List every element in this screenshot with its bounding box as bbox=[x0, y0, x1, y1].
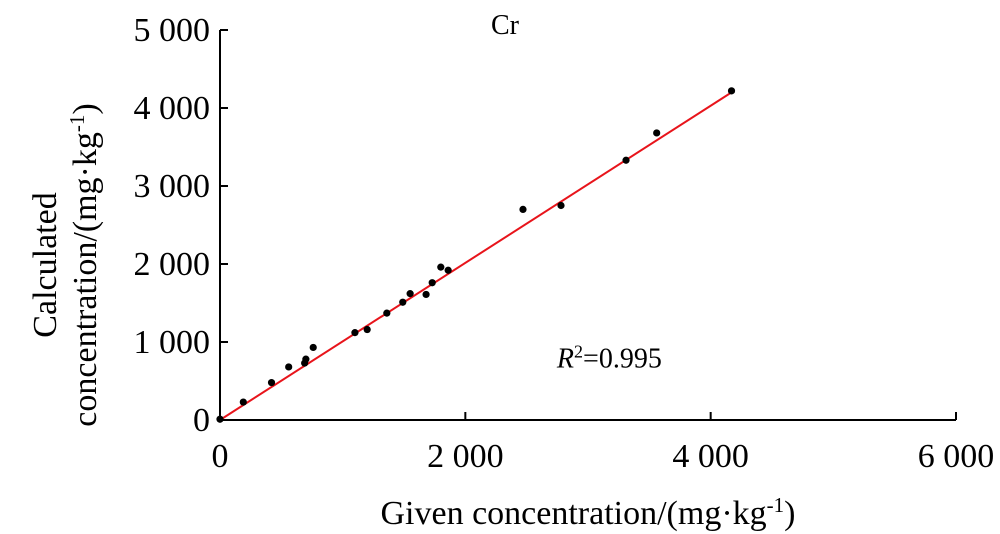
r-squared-annotation: R2=0.995 bbox=[556, 342, 662, 375]
y-tick-label: 4 000 bbox=[134, 90, 211, 127]
chart-title: Cr bbox=[491, 10, 520, 41]
data-point bbox=[727, 87, 736, 95]
data-point bbox=[622, 156, 630, 164]
y-axis-title-tail: ) bbox=[67, 103, 104, 114]
data-point bbox=[216, 415, 224, 423]
y-tick-label: 2 000 bbox=[134, 246, 211, 283]
y-axis-title-line2: concentration/(mg·kg-1) bbox=[65, 103, 104, 426]
data-point bbox=[285, 363, 293, 371]
y-axis-title-main: concentration/(mg·kg bbox=[67, 132, 104, 427]
data-point bbox=[267, 378, 276, 387]
x-tick-label: 4 000 bbox=[672, 438, 749, 475]
r-squared-exponent: 2 bbox=[574, 342, 583, 362]
data-point bbox=[437, 263, 445, 271]
data-point bbox=[653, 129, 661, 137]
y-tick-label: 3 000 bbox=[134, 168, 211, 205]
data-point bbox=[428, 279, 436, 287]
tick-labels: 0 1 000 2 000 3 000 4 000 5 000 0 2 000 4 000 6 0… bbox=[134, 12, 995, 475]
data-points bbox=[216, 87, 736, 423]
data-point bbox=[302, 355, 310, 363]
y-tick-label: 5 000 bbox=[134, 12, 211, 49]
data-point bbox=[557, 201, 565, 210]
x-axis-title-exponent: -1 bbox=[767, 493, 785, 517]
data-point bbox=[239, 398, 247, 406]
data-point bbox=[383, 309, 391, 317]
y-tick-label: 0 bbox=[193, 402, 210, 439]
data-point bbox=[399, 298, 407, 306]
data-point bbox=[406, 290, 414, 298]
data-point bbox=[422, 290, 430, 299]
y-axis-title-line1: Calculated bbox=[27, 192, 64, 337]
y-axis-title-exponent: -1 bbox=[65, 115, 89, 133]
r-squared-symbol: R bbox=[556, 344, 574, 375]
r-squared-value: =0.995 bbox=[583, 344, 662, 375]
data-point bbox=[444, 266, 452, 274]
y-axis-title: Calculated concentration/(mg·kg-1) bbox=[27, 103, 104, 426]
data-point bbox=[351, 329, 359, 337]
x-tick-label: 0 bbox=[212, 438, 229, 475]
data-point bbox=[309, 343, 317, 352]
axes bbox=[219, 29, 957, 421]
data-point bbox=[519, 205, 527, 213]
x-tick-label: 2 000 bbox=[427, 438, 504, 475]
data-point bbox=[363, 325, 371, 334]
x-axis-title-main: Given concentration/(mg·kg bbox=[381, 495, 767, 532]
y-tick-label: 1 000 bbox=[134, 324, 211, 361]
x-axis-title-tail: ) bbox=[784, 495, 795, 532]
x-axis-title: Given concentration/(mg·kg-1) bbox=[381, 493, 796, 532]
x-tick-label: 6 000 bbox=[918, 438, 995, 475]
